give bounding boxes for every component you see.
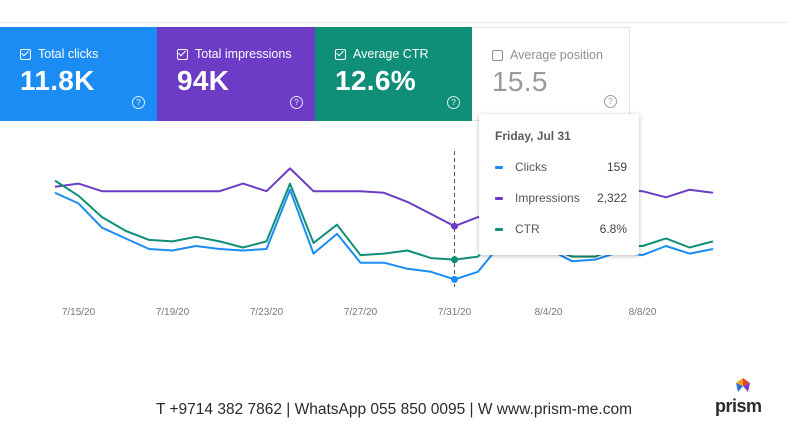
performance-line-chart[interactable]: 7/15/20 7/19/20 7/23/20 7/27/20 7/31/20 8/4/2… [0, 125, 788, 325]
metric-label: Total impressions [195, 47, 292, 61]
metric-value: 94K [177, 65, 230, 96]
x-tick-label: 7/27/20 [344, 307, 378, 318]
checkbox-icon[interactable] [492, 49, 503, 61]
metric-value: 12.6% [335, 65, 416, 96]
metric-cards: Total clicks 11.8K ? Total impressions 9… [0, 27, 630, 121]
tooltip-row-impressions: Impressions 2,322 [495, 191, 627, 205]
metric-card-average-position[interactable]: Average position 15.5 ? [472, 27, 630, 121]
help-icon[interactable]: ? [132, 96, 145, 109]
series-swatch [495, 227, 503, 231]
tooltip-row-clicks: Clicks 159 [495, 160, 627, 174]
x-tick-label: 7/19/20 [156, 307, 190, 318]
highlight-point-clicks [451, 275, 458, 283]
metric-label: Average position [510, 48, 603, 62]
tooltip-row-ctr: CTR 6.8% [495, 222, 627, 236]
metric-value: 15.5 [492, 66, 548, 97]
footer-contact: T +9714 382 7862 | WhatsApp 055 850 0095… [155, 401, 633, 418]
help-icon[interactable]: ? [447, 96, 460, 109]
series-line-clicks [54, 188, 714, 281]
checkbox-icon[interactable] [335, 48, 346, 60]
top-divider [0, 0, 788, 23]
series-swatch [495, 165, 503, 169]
help-icon[interactable]: ? [290, 96, 303, 109]
metric-value: 11.8K [20, 65, 95, 96]
prism-logo-mark-icon [736, 378, 750, 392]
checkbox-icon[interactable] [20, 48, 31, 60]
chart-tooltip: Friday, Jul 31 Clicks 159 Impressions 2,… [479, 114, 639, 255]
x-tick-label: 7/15/20 [62, 307, 96, 318]
tooltip-label: Impressions [515, 191, 580, 205]
help-icon[interactable]: ? [604, 95, 617, 108]
tooltip-value: 159 [606, 160, 627, 174]
tooltip-value: 6.8% [599, 222, 627, 236]
metric-label: Total clicks [38, 47, 99, 61]
tooltip-label: Clicks [515, 160, 547, 174]
highlight-point-impressions [451, 222, 458, 230]
metric-card-average-ctr[interactable]: Average CTR 12.6% ? [315, 27, 472, 121]
highlight-point-ctr [451, 256, 458, 264]
metric-card-total-clicks[interactable]: Total clicks 11.8K ? [0, 27, 157, 121]
series-swatch [495, 196, 503, 200]
tooltip-value: 2,322 [596, 191, 627, 205]
prism-logo-text: prism [715, 396, 762, 416]
x-tick-label: 8/8/20 [629, 307, 657, 318]
metric-card-total-impressions[interactable]: Total impressions 94K ? [157, 27, 315, 121]
x-tick-label: 7/23/20 [250, 307, 284, 318]
prism-logo: prism [715, 377, 775, 417]
tooltip-date: Friday, Jul 31 [495, 129, 571, 143]
tooltip-label: CTR [515, 222, 540, 236]
checkbox-icon[interactable] [177, 48, 188, 60]
x-tick-label: 7/31/20 [438, 307, 472, 318]
x-tick-label: 8/4/20 [535, 307, 563, 318]
metric-label: Average CTR [353, 47, 429, 61]
